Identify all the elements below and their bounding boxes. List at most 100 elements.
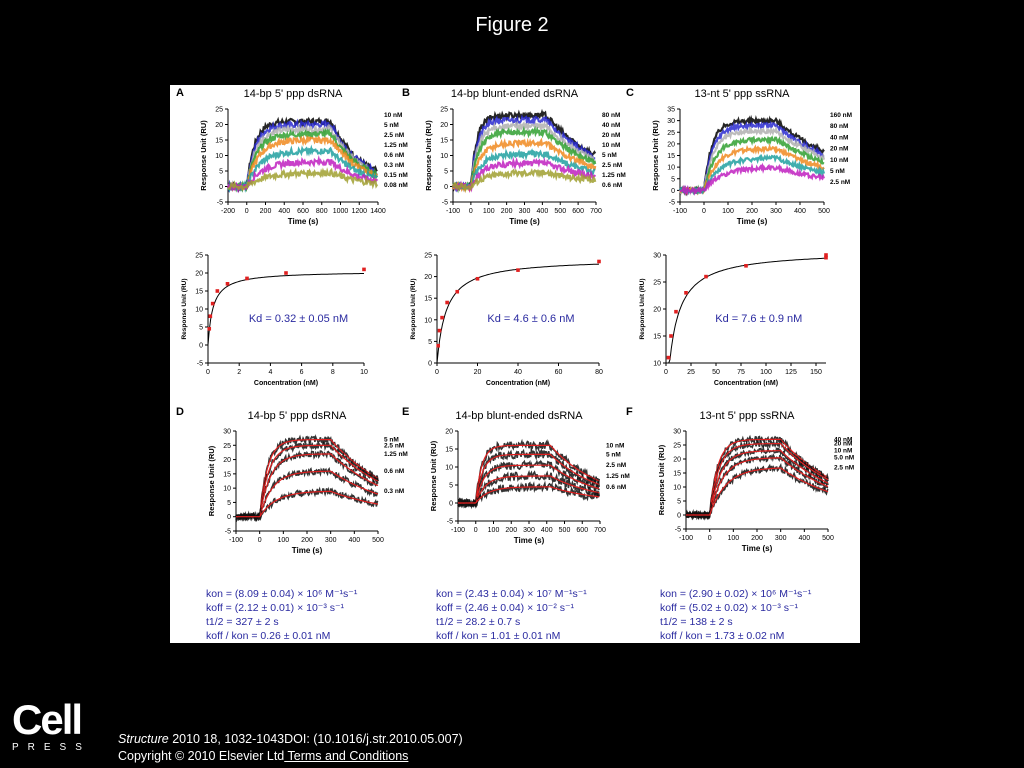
y-tick-label: -5 [675,527,681,534]
x-tick-label: 200 [505,527,517,534]
x-axis-label: Time (s) [737,217,768,226]
data-point [215,289,220,293]
slide-title: Figure 2 [475,14,549,36]
y-tick-label: 20 [215,122,223,129]
x-tick-label: 60 [555,369,563,376]
terms-link[interactable]: Terms and Conditions [284,749,409,763]
series-label: 40 nM [602,122,620,129]
figure-svg: -200 0 200 400 600 800 1000 1200 1400-5051015202… [176,87,854,642]
y-tick-label: 15 [673,471,681,478]
y-tick-label: 15 [445,447,453,454]
y-tick-label: 10 [215,153,223,160]
sensorgram-trace [451,137,597,194]
sensorgram-trace [235,433,379,520]
sensorgram-trace [227,144,379,193]
series-label: 0.6 nM [602,182,622,189]
kinetics-line: koff / kon = 1.73 ± 0.02 nM [660,630,784,642]
chart-F: -100 0 100 200 300 400 500 -5 0 5 10 15 20 25 30 Time (… [626,406,854,642]
kinetics-line: t1/2 = 28.2 ± 0.7 s [436,616,520,628]
sensorgram-trace [227,167,379,192]
y-tick-label: 0 [449,501,453,508]
chart-title: 14-bp 5' ppp dsRNA [244,88,343,100]
chart-B: -100 0 100 200 300 400 500 600 700 -5 0 5 10 15 20 25 Ti… [402,87,626,226]
y-tick-label: 10 [653,361,661,368]
y-tick-label: 10 [223,486,231,493]
x-tick-label: 25 [687,369,695,376]
x-tick-label: 400 [278,208,290,215]
data-point [516,268,520,272]
data-point [669,334,673,338]
x-tick-label: 0 [245,208,249,215]
chart-B-inset: 0 20 40 60 80 0 5 10 15 20 25 Concentration (nM) Res… [410,253,603,388]
fit-curve [458,444,600,504]
sensorgram-trace [451,120,597,193]
x-tick-label: 200 [301,537,313,544]
series-label: 5 nM [384,122,399,129]
y-tick-label: 5 [428,339,432,346]
x-tick-label: 200 [746,208,758,215]
data-point [744,264,748,268]
sensorgram-trace [235,486,379,523]
x-tick-label: 500 [822,535,834,542]
y-tick-label: 15 [667,153,675,160]
series-label: 10 nM [830,157,848,164]
series-label: 2.5 nM [384,132,404,139]
data-point [597,259,601,264]
y-tick-label: -5 [225,529,231,536]
series-label: 20 nM [830,146,848,153]
x-tick-label: 100 [722,208,734,215]
x-tick-label: 100 [277,537,289,544]
sensorgram-trace [457,448,600,509]
x-tick-label: 8 [331,369,335,376]
y-axis-label: Response Unit (RU) [651,120,660,191]
x-tick-label: -100 [679,535,693,542]
series-label: 1.25 nM [602,172,626,179]
x-tick-label: -100 [451,527,465,534]
series-label: 10 nM [606,442,624,449]
series-label: 10 nM [602,142,620,149]
x-axis-label: Time (s) [288,217,319,226]
y-tick-label: 25 [195,253,203,260]
x-tick-label: 400 [798,535,810,542]
data-point [824,253,828,257]
x-tick-label: 300 [519,208,531,215]
y-tick-label: 0 [199,343,203,350]
x-tick-label: 40 [514,369,522,376]
sensorgram-trace [452,168,597,193]
chart-E: -100 0 100 200 300 400 500 600 700 -5 0 5 10 15 20 Time… [402,406,630,642]
series-label: 0.6 nM [384,152,404,159]
x-tick-label: 200 [260,208,272,215]
y-tick-label: -5 [217,200,223,207]
x-tick-label: 0 [702,208,706,215]
chart-title: 13-nt 5' ppp ssRNA [694,88,790,100]
x-tick-label: 400 [537,208,549,215]
x-tick-label: 0 [435,369,439,376]
y-axis-label: Response Unit (RU) [207,445,216,516]
series-label: 80 nM [602,112,620,119]
x-tick-label: 100 [727,535,739,542]
panel-label: A [176,87,184,99]
binding-fit-curve [666,257,827,364]
series-label: 5 nM [602,152,617,159]
chart-A: -200 0 200 400 600 800 1000 1200 1400 -5 0 5 10 15 20 2… [176,87,408,226]
y-tick-label: 20 [195,271,203,278]
panel-label: E [402,406,409,418]
sensorgram-trace [685,462,829,521]
x-tick-label: -100 [673,208,687,215]
panel-label: C [626,87,634,99]
x-axis-label: Time (s) [514,536,545,545]
kinetics-line: t1/2 = 327 ± 2 s [206,616,279,628]
y-tick-label: 20 [424,274,432,281]
fit-curve [236,490,379,518]
y-tick-label: 10 [424,317,432,324]
y-tick-label: 10 [667,165,675,172]
fit-curve [458,486,600,504]
x-tick-label: 100 [488,527,500,534]
y-tick-label: 5 [449,483,453,490]
y-tick-label: 15 [424,296,432,303]
x-axis-label: Time (s) [742,544,773,553]
x-tick-label: 150 [810,369,822,376]
series-label: 5.0 nM [834,455,854,462]
x-tick-label: 200 [751,535,763,542]
